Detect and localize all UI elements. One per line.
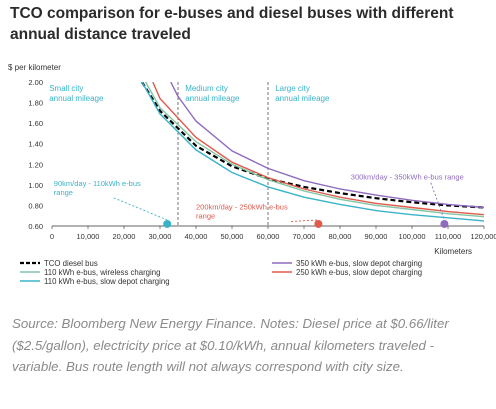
y-tick-label: 0.80 — [28, 201, 43, 210]
x-tick-label: 30,000 — [149, 232, 172, 241]
region-label-3: Large city — [275, 84, 310, 93]
region-label-2: Medium city — [185, 84, 228, 93]
y-tick-label: 1.40 — [28, 140, 43, 149]
region-label-3: annual mileage — [275, 94, 330, 103]
legend-label-1: TCO diesel bus — [44, 259, 98, 268]
region-label-2: annual mileage — [185, 94, 240, 103]
x-tick-label: 70,000 — [293, 232, 316, 241]
annotation-point-3 — [440, 219, 449, 228]
annotation-label-3: 300km/day - 350kWh e-bus range — [351, 173, 464, 182]
chart-title: TCO comparison for e-buses and diesel bu… — [10, 5, 454, 43]
series-line-4 — [170, 82, 484, 209]
legend-label-2: 110 kWh e-bus, wireless charging — [44, 268, 160, 277]
x-tick-label: 120,000 — [470, 232, 496, 241]
region-label-1: Small city — [49, 84, 83, 93]
y-tick-label: 1.80 — [28, 99, 43, 108]
x-axis-label: Kilometers — [434, 247, 472, 256]
series-line-1 — [141, 82, 484, 209]
y-tick-label: 1.20 — [28, 160, 43, 169]
annotation-label-2: 200km/day - 250kWh e-bus — [196, 203, 288, 212]
annotation-leader-3 — [430, 182, 445, 221]
series-line-5 — [152, 82, 484, 216]
legend-label-3: 110 kWh e-bus, slow depot charging — [44, 277, 170, 286]
x-tick-label: 50,000 — [221, 232, 244, 241]
y-axis-label: $ per kilometer — [8, 63, 61, 72]
region-label-1: annual mileage — [49, 94, 104, 103]
y-tick-label: 0.60 — [28, 222, 43, 231]
x-tick-label: 100,000 — [398, 232, 425, 241]
annotation-leader-1 — [113, 197, 168, 221]
x-tick-label: 10,000 — [77, 232, 100, 241]
annotation-label-2: range — [196, 212, 215, 221]
x-tick-label: 80,000 — [329, 232, 352, 241]
legend-label-4: 350 kWh e-bus, slow depot charging — [296, 259, 422, 268]
series-line-3 — [141, 82, 484, 222]
annotation-point-2 — [314, 219, 323, 228]
y-tick-label: 1.60 — [28, 119, 43, 128]
x-tick-label: 0 — [50, 232, 54, 241]
series-line-2 — [144, 82, 484, 218]
x-tick-label: 60,000 — [257, 232, 280, 241]
annotation-label-1: range — [54, 188, 73, 197]
annotation-label-1: 90km/day - 110kWh e-bus — [54, 179, 141, 188]
x-tick-label: 110,000 — [435, 232, 462, 241]
legend-label-5: 250 kWh e-bus, slow depot charging — [296, 268, 422, 277]
x-tick-label: 20,000 — [113, 232, 136, 241]
annotation-point-1 — [163, 219, 172, 228]
y-tick-label: 1.00 — [28, 181, 43, 190]
x-tick-label: 40,000 — [185, 232, 208, 241]
source-caption: Source: Bloomberg New Energy Finance. No… — [12, 316, 449, 374]
y-tick-label: 2.00 — [28, 78, 43, 87]
annotation-leader-2 — [290, 219, 319, 222]
x-tick-label: 90,000 — [365, 232, 388, 241]
